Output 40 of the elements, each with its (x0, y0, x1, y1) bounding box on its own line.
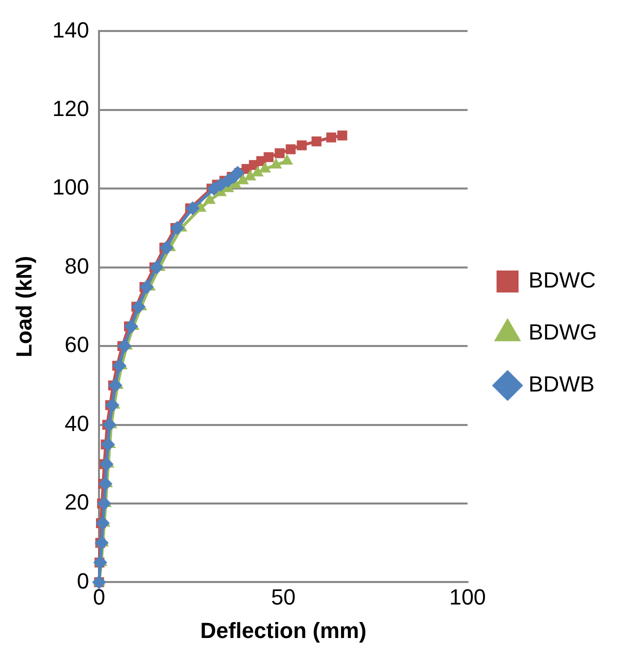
y-tick-label: 100 (52, 174, 90, 200)
x-tick-label: 50 (271, 584, 296, 610)
y-tick-label: 60 (64, 332, 90, 358)
point (312, 136, 322, 146)
point (108, 378, 122, 392)
point (236, 174, 249, 184)
point (280, 154, 294, 165)
point (140, 280, 154, 294)
y-tick-label: 140 (52, 17, 90, 42)
point (244, 170, 256, 180)
point (170, 220, 184, 235)
x-axis-title: Deflection (mm) (200, 618, 366, 643)
x-tick-label: 100 (449, 584, 486, 610)
point (270, 158, 282, 169)
point (132, 300, 146, 314)
point (274, 148, 285, 158)
point (230, 166, 245, 180)
y-tick-label: 80 (64, 253, 90, 278)
point (296, 140, 307, 150)
point (186, 201, 200, 216)
point (326, 132, 336, 142)
y-axis-title: Load (kN) (11, 256, 36, 358)
legend-label: BDWB (528, 372, 595, 397)
point (264, 152, 274, 162)
y-tick-label: 120 (52, 96, 90, 121)
y-tick-label: 20 (64, 490, 90, 515)
y-tick-label: 0 (76, 568, 90, 594)
y-tick-label: 40 (64, 410, 90, 436)
x-tick-label: 0 (92, 584, 106, 610)
point (93, 556, 108, 570)
point (160, 240, 174, 255)
point (99, 457, 114, 472)
point (124, 319, 138, 334)
point (337, 130, 348, 140)
point (286, 144, 296, 154)
point (118, 339, 132, 354)
legend-label: BDWG (528, 320, 598, 345)
legend-label: BDWC (528, 268, 596, 293)
point (94, 536, 109, 550)
point (150, 260, 164, 274)
